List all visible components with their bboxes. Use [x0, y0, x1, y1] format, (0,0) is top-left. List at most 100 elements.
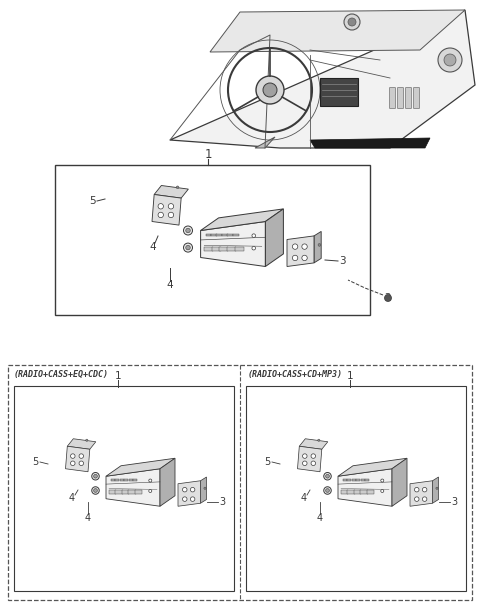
Polygon shape	[347, 490, 355, 493]
Circle shape	[438, 48, 462, 72]
Text: 1: 1	[115, 371, 121, 381]
Circle shape	[94, 474, 97, 478]
Polygon shape	[410, 481, 432, 506]
Polygon shape	[110, 479, 115, 481]
Circle shape	[186, 228, 190, 233]
Circle shape	[149, 479, 152, 482]
Polygon shape	[154, 186, 188, 198]
Circle shape	[318, 244, 321, 246]
Circle shape	[168, 213, 174, 217]
Circle shape	[415, 497, 419, 501]
Circle shape	[318, 439, 320, 442]
Circle shape	[252, 247, 255, 250]
Circle shape	[422, 497, 427, 501]
Circle shape	[186, 245, 190, 250]
Polygon shape	[235, 247, 244, 251]
Polygon shape	[356, 479, 360, 481]
Polygon shape	[160, 458, 175, 506]
Polygon shape	[255, 137, 275, 148]
Polygon shape	[365, 479, 369, 481]
Polygon shape	[128, 490, 136, 493]
Circle shape	[292, 244, 298, 249]
Polygon shape	[109, 490, 116, 493]
Circle shape	[436, 487, 438, 490]
Polygon shape	[222, 234, 228, 236]
Polygon shape	[298, 446, 322, 472]
Polygon shape	[204, 247, 213, 251]
Text: 2: 2	[384, 293, 391, 303]
Circle shape	[252, 234, 255, 238]
Polygon shape	[351, 479, 356, 481]
Polygon shape	[115, 479, 119, 481]
Polygon shape	[178, 481, 201, 506]
Polygon shape	[201, 222, 265, 267]
Text: (RADIO+CASS+CD+MP3): (RADIO+CASS+CD+MP3)	[248, 370, 343, 379]
Circle shape	[168, 203, 174, 209]
Circle shape	[292, 255, 298, 261]
Circle shape	[79, 461, 84, 465]
Circle shape	[415, 487, 419, 492]
Polygon shape	[216, 234, 222, 236]
Polygon shape	[360, 479, 365, 481]
Polygon shape	[67, 438, 96, 449]
Circle shape	[85, 439, 88, 442]
Polygon shape	[300, 438, 328, 449]
Circle shape	[191, 487, 195, 492]
Circle shape	[302, 454, 307, 459]
Circle shape	[422, 487, 427, 492]
Circle shape	[182, 497, 187, 501]
Text: 5: 5	[264, 457, 270, 467]
Polygon shape	[210, 10, 465, 52]
Circle shape	[94, 488, 97, 492]
Polygon shape	[212, 247, 221, 251]
FancyBboxPatch shape	[413, 88, 420, 108]
Circle shape	[381, 479, 384, 482]
Text: 4: 4	[317, 513, 323, 523]
Polygon shape	[120, 479, 124, 481]
Polygon shape	[432, 477, 439, 503]
Polygon shape	[360, 490, 368, 493]
Circle shape	[444, 54, 456, 66]
Circle shape	[204, 487, 206, 490]
Text: 4: 4	[301, 493, 307, 503]
Circle shape	[302, 244, 307, 249]
Polygon shape	[201, 209, 283, 230]
Polygon shape	[228, 234, 233, 236]
Text: 5: 5	[32, 457, 38, 467]
Text: 3: 3	[219, 497, 225, 507]
Polygon shape	[338, 458, 407, 476]
Circle shape	[381, 490, 384, 493]
Circle shape	[158, 203, 164, 209]
Bar	[14, 386, 234, 591]
Circle shape	[182, 487, 187, 492]
Polygon shape	[354, 490, 361, 493]
Circle shape	[263, 83, 277, 97]
Polygon shape	[338, 469, 392, 506]
Text: 1: 1	[347, 371, 353, 381]
Circle shape	[324, 473, 331, 480]
Polygon shape	[170, 10, 475, 148]
Circle shape	[302, 255, 307, 261]
Circle shape	[79, 454, 84, 459]
Polygon shape	[341, 490, 348, 493]
Text: 3: 3	[339, 256, 345, 266]
Polygon shape	[219, 247, 228, 251]
FancyBboxPatch shape	[406, 88, 411, 108]
Circle shape	[176, 186, 179, 189]
Circle shape	[71, 461, 75, 465]
Polygon shape	[227, 247, 236, 251]
Polygon shape	[152, 194, 181, 225]
Polygon shape	[65, 446, 90, 472]
Circle shape	[158, 213, 164, 217]
Circle shape	[183, 226, 192, 235]
Polygon shape	[265, 209, 283, 267]
Polygon shape	[129, 479, 133, 481]
Polygon shape	[122, 490, 129, 493]
Polygon shape	[201, 477, 206, 503]
Bar	[8, 365, 472, 600]
Circle shape	[149, 490, 152, 493]
Circle shape	[191, 497, 195, 501]
Bar	[320, 78, 358, 106]
Polygon shape	[106, 469, 160, 506]
Circle shape	[302, 461, 307, 465]
